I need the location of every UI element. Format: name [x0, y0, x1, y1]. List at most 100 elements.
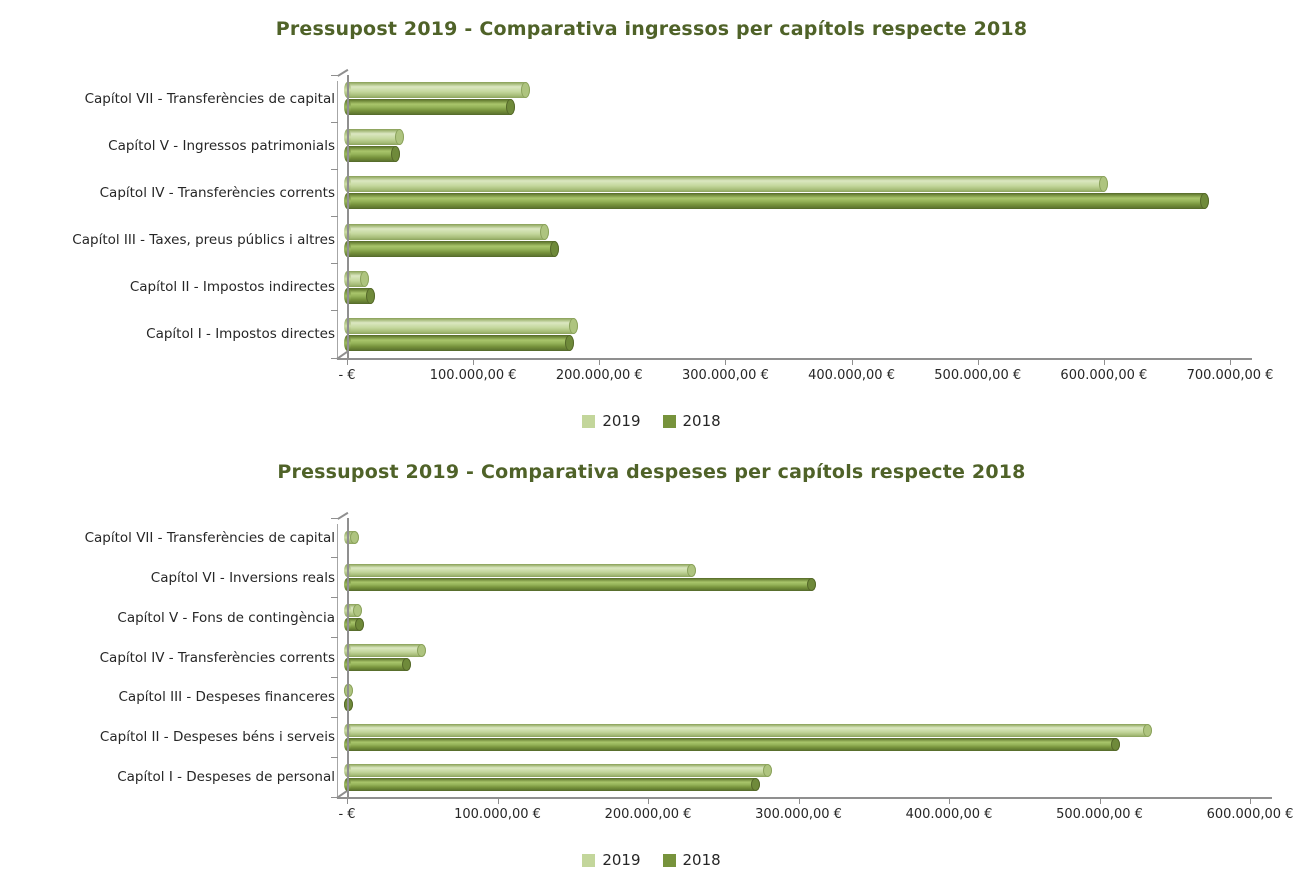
- x-tick-label: 600.000,00 €: [1206, 807, 1294, 822]
- legend-swatch-2019: [582, 853, 596, 867]
- legend: 2019 2018: [0, 412, 1303, 430]
- bar-2019: [344, 564, 696, 578]
- x-axis-labels: - € 100.000,00 € 200.000,00 € 300.000,00 € 4…: [338, 807, 1293, 825]
- x-axis-tick: [1103, 360, 1105, 365]
- category-label: Capítol VII - Transferències de capital: [84, 90, 335, 107]
- y-axis-tick: [331, 168, 338, 170]
- bar-pair: [344, 176, 1230, 210]
- legend-swatch-2018: [662, 853, 676, 867]
- chart-title: Pressupost 2019 - Comparativa despeses p…: [277, 461, 1026, 483]
- category-label: Capítol VII - Transferències de capital: [84, 529, 335, 546]
- x-tick-label: 100.000,00 €: [454, 807, 541, 822]
- bar-pair: [344, 604, 1250, 632]
- y-axis-tick: [331, 716, 338, 718]
- bar-2019: [344, 723, 1152, 737]
- legend-label: 2019: [602, 851, 641, 869]
- y-axis-tick: [331, 121, 338, 123]
- bar-2019: [343, 317, 579, 334]
- category-label: Capítol V - Fons de contingència: [117, 609, 335, 626]
- y-axis-tick: [331, 796, 338, 798]
- x-axis-tick: [1230, 360, 1231, 365]
- x-axis-tick: [497, 799, 499, 804]
- category-row: Capítol IV - Transferències corrents: [0, 638, 1303, 678]
- bar-pair: [343, 317, 1230, 351]
- x-axis-tick: [851, 360, 853, 365]
- y-axis-tick: [331, 74, 338, 76]
- bar-2019: [344, 270, 369, 287]
- legend-swatch-2019: [582, 414, 596, 428]
- category-row: Capítol VII - Transferències de capital: [0, 518, 1303, 558]
- legend-label: 2018: [682, 851, 721, 869]
- chart-title: Pressupost 2019 - Comparativa ingressos …: [275, 18, 1028, 40]
- bar-2018: [343, 658, 412, 671]
- y-axis-tick: [331, 756, 338, 758]
- y-axis-tick: [331, 557, 338, 559]
- x-tick-label: 300.000,00 €: [682, 368, 769, 383]
- bar-2019: [343, 763, 773, 777]
- y-axis-wall: [337, 524, 338, 798]
- x-axis-labels: - € 100.000,00 € 200.000,00 € 300.000,00 € 4…: [338, 368, 1273, 386]
- category-label: Capítol II - Impostos indirectes: [129, 279, 335, 296]
- x-axis-tick: [599, 360, 601, 365]
- x-tick-label: 600.000,00 €: [1060, 368, 1148, 383]
- x-tick-label: 700.000,00 €: [1186, 368, 1274, 383]
- category-row: Capítol II - Despeses béns i serveis: [0, 717, 1303, 757]
- category-label: Capítol IV - Transferències corrents: [99, 184, 335, 201]
- category-row: Capítol IV - Transferències corrents: [0, 169, 1303, 216]
- x-tick-label: 300.000,00 €: [755, 807, 842, 822]
- despeses-chart: Pressupost 2019 - Comparativa despeses p…: [0, 447, 1303, 891]
- y-axis-tick: [331, 517, 338, 519]
- category-label: Capítol I - Despeses de personal: [117, 769, 335, 786]
- y-axis-tick: [331, 310, 338, 312]
- category-row: Capítol VII - Transferències de capital: [0, 75, 1303, 122]
- bar-pair: [343, 644, 1250, 671]
- legend-item-2018: 2018: [662, 851, 721, 869]
- y-axis: [347, 75, 349, 359]
- bar-pair: [343, 129, 1230, 163]
- ingressos-chart: Pressupost 2019 - Comparativa ingressos …: [0, 18, 1303, 430]
- legend-item-2018: 2018: [662, 412, 721, 430]
- bar-2018: [344, 287, 375, 304]
- x-axis: [337, 358, 1252, 360]
- bar-2019: [344, 176, 1108, 193]
- category-label: Capítol V - Ingressos patrimonials: [108, 137, 335, 154]
- category-row: Capítol I - Impostos directes: [0, 311, 1303, 358]
- legend-item-2019: 2019: [582, 851, 641, 869]
- bar-pair: [343, 82, 1230, 116]
- bar-rows: Capítol VII - Transferències de capital C…: [0, 75, 1303, 358]
- category-row: Capítol V - Ingressos patrimonials: [0, 122, 1303, 169]
- bar-2018: [344, 99, 515, 116]
- x-axis-tick: [798, 799, 800, 804]
- y-axis-tick: [331, 357, 338, 359]
- category-row: Capítol VI - Inversions reals: [0, 558, 1303, 598]
- x-tick-label: 500.000,00 €: [934, 368, 1022, 383]
- bar-2019: [343, 223, 550, 240]
- x-axis-tick: [725, 360, 727, 365]
- category-label: Capítol VI - Inversions reals: [150, 569, 335, 586]
- bar-pair: [344, 270, 1230, 304]
- bar-2018: [343, 737, 1121, 751]
- bar-2018: [343, 334, 575, 351]
- x-axis-tick: [977, 360, 979, 365]
- bar-2018: [343, 146, 401, 163]
- legend-swatch-2018: [662, 414, 676, 428]
- bar-rows: Capítol VII - Transferències de capital C…: [0, 518, 1303, 797]
- legend-label: 2019: [602, 412, 641, 430]
- y-axis-tick: [331, 637, 338, 639]
- x-axis-tick: [949, 799, 950, 804]
- bar-2019: [344, 129, 404, 146]
- bar-2018: [343, 578, 817, 592]
- x-tick-label: - €: [338, 368, 356, 383]
- y-axis-tick: [331, 676, 338, 678]
- category-label: Capítol I - Impostos directes: [146, 326, 335, 343]
- bar-2019: [343, 644, 427, 657]
- bar-pair: [343, 683, 1250, 711]
- x-axis-tick: [1250, 799, 1251, 804]
- y-axis-tick: [331, 263, 338, 265]
- category-label: Capítol IV - Transferències corrents: [99, 649, 335, 666]
- bar-pair: [343, 723, 1250, 751]
- x-tick-label: - €: [338, 807, 356, 822]
- x-tick-label: 400.000,00 €: [905, 807, 993, 822]
- category-row: Capítol III - Taxes, preus públics i alt…: [0, 217, 1303, 264]
- x-axis-tick: [347, 799, 348, 804]
